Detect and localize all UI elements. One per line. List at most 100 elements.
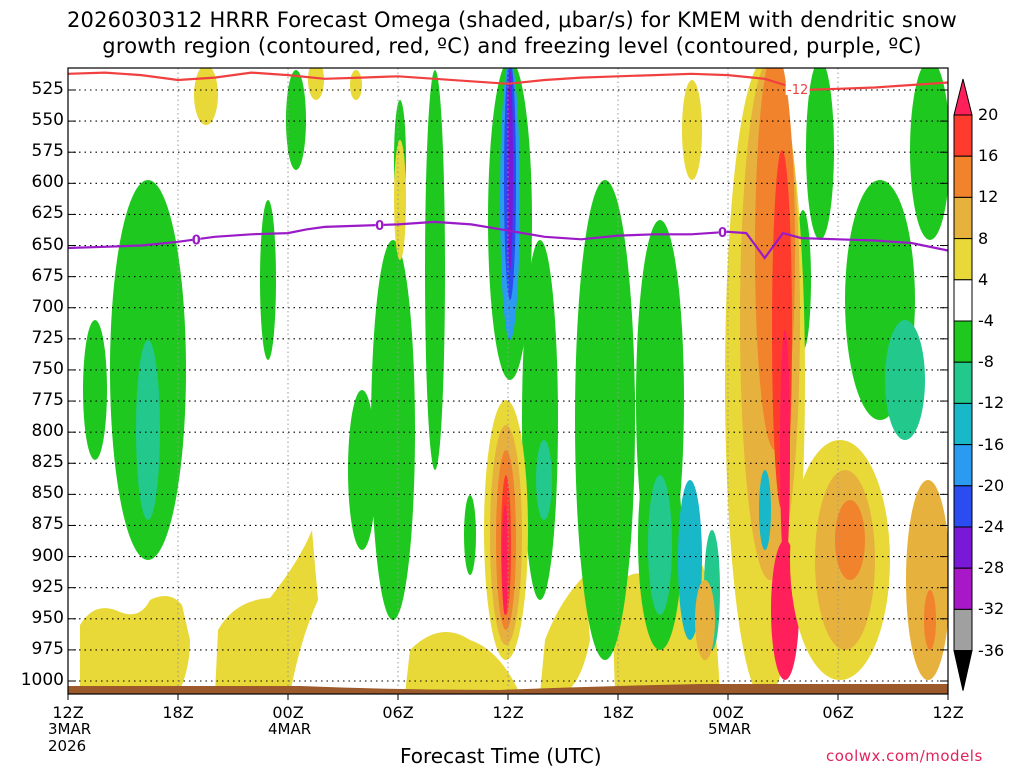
x-tick-label: 12Z <box>492 703 524 722</box>
date-label-line: 2026 <box>48 737 87 755</box>
omega-region <box>780 330 790 570</box>
x-tick-label: 00Z <box>272 703 304 722</box>
omega-region <box>350 70 362 100</box>
freezing-level-contour <box>68 220 948 260</box>
omega-shading <box>80 68 948 694</box>
y-tick-label: 950 <box>31 607 64 628</box>
freezing-level-label-bg <box>375 217 384 231</box>
y-tick-label: 850 <box>31 483 64 504</box>
colorbar-swatch <box>953 196 973 240</box>
axis-ticks <box>67 89 949 700</box>
x-tick-label: 06Z <box>382 703 414 722</box>
colorbar-swatch <box>953 444 973 487</box>
omega-region <box>678 480 702 640</box>
x-tick-label: 12Z <box>932 703 964 722</box>
omega-region <box>910 68 948 240</box>
omega-region <box>502 505 508 615</box>
colorbar-label: -36 <box>978 640 1005 660</box>
omega-region <box>80 596 190 694</box>
colorbar-label: -20 <box>978 475 1005 495</box>
colorbar-swatch <box>953 361 973 404</box>
x-axis-title: Forecast Time (UTC) <box>400 744 602 768</box>
omega-region <box>425 70 445 470</box>
y-tick-label: 650 <box>31 234 64 255</box>
date-label: 4MAR <box>268 721 311 738</box>
colorbar-swatch <box>953 526 973 569</box>
colorbar-bottom-arrow <box>953 650 973 691</box>
chart-title-line2: growth region (contoured, red, ºC) and f… <box>102 34 922 58</box>
colorbar-label: 8 <box>978 228 989 248</box>
y-tick-label: 775 <box>31 390 64 411</box>
omega-region <box>540 575 590 694</box>
omega-region <box>835 500 865 580</box>
freezing-level-label: 0 <box>375 219 384 234</box>
credit-link[interactable]: coolwx.com/models <box>826 747 983 765</box>
y-tick-label: 575 <box>31 141 64 162</box>
omega-region <box>394 140 406 260</box>
omega-region <box>615 360 635 440</box>
date-label-line: 3MAR <box>48 720 92 738</box>
y-tick-label: 675 <box>31 265 64 286</box>
y-tick-label: 625 <box>31 203 64 224</box>
omega-region <box>464 495 476 575</box>
colorbar-swatch <box>953 279 973 322</box>
y-tick-label: 875 <box>31 514 64 535</box>
omega-region <box>536 440 552 520</box>
date-label-line: 4MAR <box>268 720 312 738</box>
y-tick-label: 700 <box>31 296 64 317</box>
omega-region <box>83 320 107 460</box>
colorbar-swatch <box>953 114 973 157</box>
omega-region <box>194 68 218 125</box>
chart-title-line1: 2026030312 HRRR Forecast Omega (shaded, … <box>66 8 957 32</box>
x-tick-label: 18Z <box>602 703 634 722</box>
colorbar-top-arrow <box>953 78 973 116</box>
colorbar-swatch <box>953 155 973 198</box>
colorbar-swatch <box>953 485 973 528</box>
colorbar-label: -12 <box>978 393 1005 413</box>
freezing-level-label-bg <box>718 225 727 239</box>
date-label: 3MAR 2026 <box>48 721 91 755</box>
omega-region <box>575 180 635 660</box>
date-label-line: 5MAR <box>708 720 752 738</box>
omega-region <box>695 580 715 660</box>
date-label: 5MAR <box>708 721 751 738</box>
colorbar-label: -8 <box>978 352 994 372</box>
freezing-level-label: 0 <box>192 233 201 248</box>
omega-region <box>906 480 948 680</box>
omega-region <box>348 390 376 550</box>
freezing-level-label: 0 <box>718 226 727 241</box>
dendritic-label-bg <box>785 82 810 95</box>
colorbar-label: 16 <box>978 146 999 166</box>
omega-region <box>507 70 513 270</box>
grid-lines <box>68 68 948 694</box>
x-tick-label: 00Z <box>712 703 744 722</box>
y-tick-label: 825 <box>31 452 64 473</box>
y-tick-label: 925 <box>31 576 64 597</box>
y-tick-label: 975 <box>31 638 64 659</box>
omega-region <box>215 530 318 694</box>
omega-region <box>648 475 672 615</box>
omega-region <box>308 68 324 100</box>
colorbar-label: -16 <box>978 434 1005 454</box>
colorbar-label: -24 <box>978 517 1005 536</box>
dendritic-growth-label: -12 <box>787 83 808 98</box>
omega-region <box>371 240 415 620</box>
omega-region <box>924 590 936 650</box>
colorbar-swatch <box>953 608 973 652</box>
colorbar-label: 12 <box>978 187 999 207</box>
colorbar-swatch <box>953 320 973 363</box>
colorbar-swatch <box>953 402 973 446</box>
y-tick-label: 525 <box>31 79 64 99</box>
colorbar-label: 4 <box>978 269 989 289</box>
omega-region <box>405 632 520 694</box>
y-tick-label: 550 <box>31 110 64 131</box>
colorbar-label: -32 <box>978 599 1005 619</box>
omega-region <box>759 470 771 550</box>
freezing-level-label-bg <box>192 232 201 246</box>
x-tick-label: 12Z <box>52 703 84 722</box>
y-tick-label: 600 <box>31 172 64 193</box>
omega-region <box>286 70 306 170</box>
y-tick-label: 1000 <box>20 670 64 690</box>
colorbar-label: -28 <box>978 558 1005 578</box>
y-tick-label: 800 <box>31 421 64 442</box>
